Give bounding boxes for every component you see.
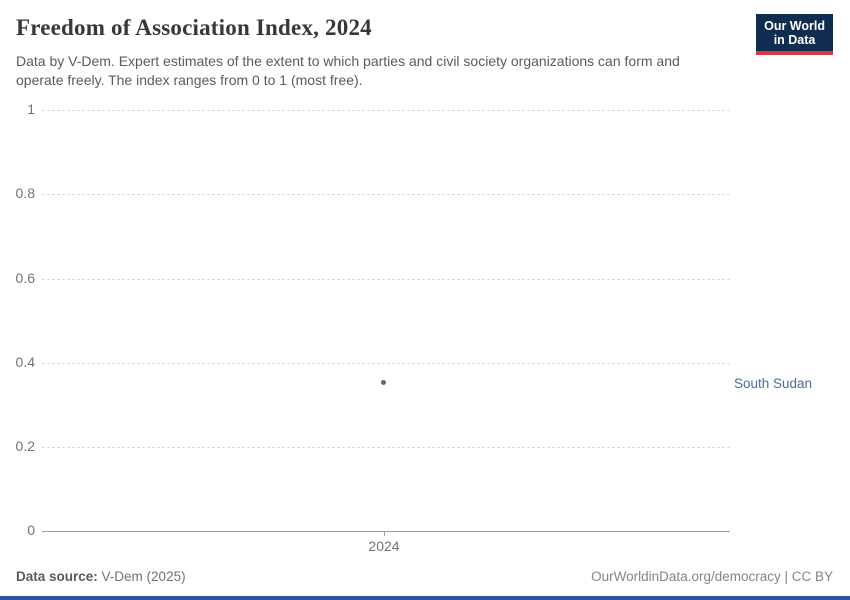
y-axis-tick-label: 0.4 [15, 354, 35, 370]
y-axis-tick-label: 0 [27, 522, 35, 538]
page-title: Freedom of Association Index, 2024 [16, 15, 372, 40]
data-source-value: V-Dem (2025) [101, 569, 186, 584]
entity-label-south-sudan[interactable]: South Sudan [734, 376, 813, 391]
chart-subtitle: Data by V-Dem. Expert estimates of the e… [16, 53, 680, 88]
x-axis-tick [384, 531, 385, 536]
x-axis-tick-label: 2024 [368, 538, 400, 554]
gridline-0-2 [42, 447, 730, 448]
gridline-0-4 [42, 363, 730, 364]
gridline-0-6 [42, 279, 730, 280]
bottom-accent-bar [0, 596, 850, 600]
chart-footer: Data source: V-Dem (2025) OurWorldinData… [16, 569, 833, 584]
rights-link[interactable]: OurWorldinData.org/democracy | CC BY [591, 569, 833, 584]
x-axis-baseline [42, 531, 730, 532]
data-point-south-sudan[interactable] [381, 380, 386, 385]
y-axis-tick-label: 1 [27, 101, 35, 117]
owid-logo[interactable]: Our World in Data [756, 14, 833, 55]
gridline-0-8 [42, 194, 730, 195]
owid-logo-line2: in Data [773, 33, 816, 47]
owid-logo-line1: Our World [764, 19, 825, 33]
y-axis-tick-label: 0.8 [15, 185, 35, 201]
data-source-label: Data source: [16, 569, 98, 584]
y-axis-tick-label: 0.2 [15, 438, 35, 454]
data-source-note: Data source: V-Dem (2025) [16, 569, 186, 584]
gridline-1 [42, 110, 730, 111]
y-axis-tick-label: 0.6 [15, 270, 35, 286]
